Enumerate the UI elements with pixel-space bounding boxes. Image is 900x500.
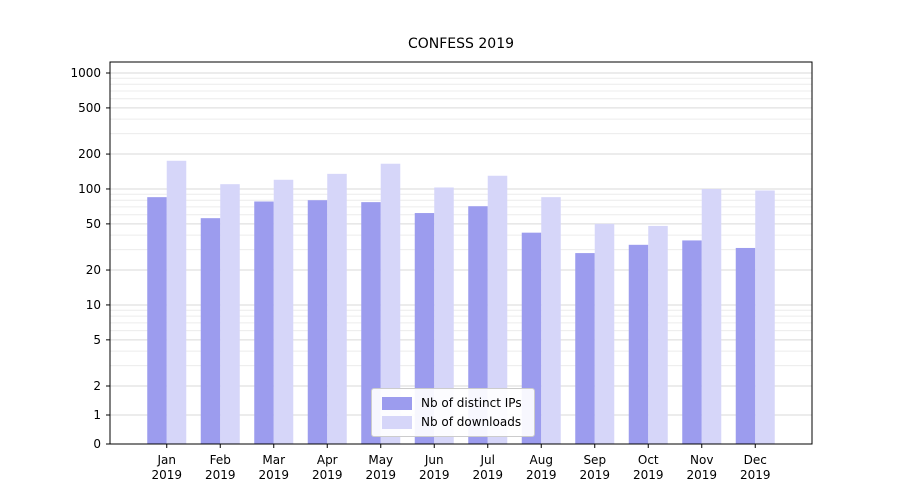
bar-distinct-ips <box>254 201 274 444</box>
x-tick-label: Jun <box>424 453 444 467</box>
legend-item-distinct-ips: Nb of distinct IPs <box>382 396 522 410</box>
x-tick-label: Mar <box>262 453 285 467</box>
bar-downloads <box>327 173 347 444</box>
bar-distinct-ips <box>468 206 488 444</box>
bar-downloads <box>755 190 775 444</box>
bar-downloads <box>273 179 294 444</box>
bar-downloads <box>220 184 240 444</box>
x-tick-label: Aug <box>530 453 553 467</box>
x-tick-label: Dec <box>744 453 767 467</box>
bar-downloads <box>380 163 401 444</box>
bar-downloads <box>434 187 454 444</box>
plot-border <box>109 61 813 445</box>
bar-downloads <box>648 225 668 444</box>
x-tick-label: 2019 <box>365 468 396 482</box>
legend-label-downloads: Nb of downloads <box>421 415 522 429</box>
y-tick-label: 1000 <box>70 66 101 80</box>
x-tick-label: Jan <box>157 453 177 467</box>
x-tick-label: 2019 <box>312 468 343 482</box>
legend-swatch-distinct-ips <box>382 396 412 410</box>
x-tick-label: Apr <box>317 453 338 467</box>
chart-title: CONFESS 2019 <box>407 36 515 52</box>
bar-distinct-ips <box>307 200 328 444</box>
y-tick-label: 1 <box>93 408 101 422</box>
y-tick-label: 2 <box>93 379 101 393</box>
x-tick-label: 2019 <box>472 468 503 482</box>
bar-distinct-ips <box>147 197 167 444</box>
chart-legend: Nb of distinct IPs Nb of downloads <box>371 388 535 437</box>
x-tick-label: 2019 <box>258 468 289 482</box>
bar-distinct-ips <box>735 247 756 444</box>
bar-downloads <box>487 175 508 444</box>
x-tick-label: Feb <box>210 453 231 467</box>
bar-downloads <box>701 188 722 444</box>
x-tick-label: 2019 <box>205 468 236 482</box>
bar-distinct-ips <box>200 218 221 444</box>
y-tick-label: 5 <box>93 333 101 347</box>
x-tick-label: May <box>368 453 393 467</box>
legend-swatch-downloads <box>382 415 412 429</box>
x-tick-label: Sep <box>583 453 606 467</box>
x-tick-label: 2019 <box>686 468 717 482</box>
x-tick-label: Oct <box>638 453 659 467</box>
x-tick-label: 2019 <box>526 468 557 482</box>
x-tick-label: 2019 <box>419 468 450 482</box>
bar-distinct-ips <box>682 240 702 444</box>
x-tick-label: Jul <box>480 453 495 467</box>
legend-label-distinct-ips: Nb of distinct IPs <box>421 396 522 410</box>
y-tick-label: 500 <box>78 101 101 115</box>
bar-distinct-ips <box>575 253 595 444</box>
y-tick-label: 50 <box>86 217 101 231</box>
bar-downloads <box>594 223 615 444</box>
bar-downloads <box>166 160 187 444</box>
bar-distinct-ips <box>414 213 435 444</box>
legend-item-downloads: Nb of downloads <box>382 415 522 429</box>
y-tick-label: 0 <box>93 437 101 451</box>
y-tick-label: 10 <box>86 298 101 312</box>
x-tick-label: 2019 <box>151 468 182 482</box>
x-tick-label: 2019 <box>740 468 771 482</box>
bar-distinct-ips <box>628 244 649 444</box>
x-tick-label: Nov <box>690 453 713 467</box>
bar-downloads <box>541 197 561 444</box>
y-tick-label: 100 <box>78 182 101 196</box>
y-tick-label: 200 <box>78 147 101 161</box>
x-tick-label: 2019 <box>579 468 610 482</box>
bar-distinct-ips <box>361 202 381 444</box>
y-tick-label: 20 <box>86 263 101 277</box>
x-tick-label: 2019 <box>633 468 664 482</box>
